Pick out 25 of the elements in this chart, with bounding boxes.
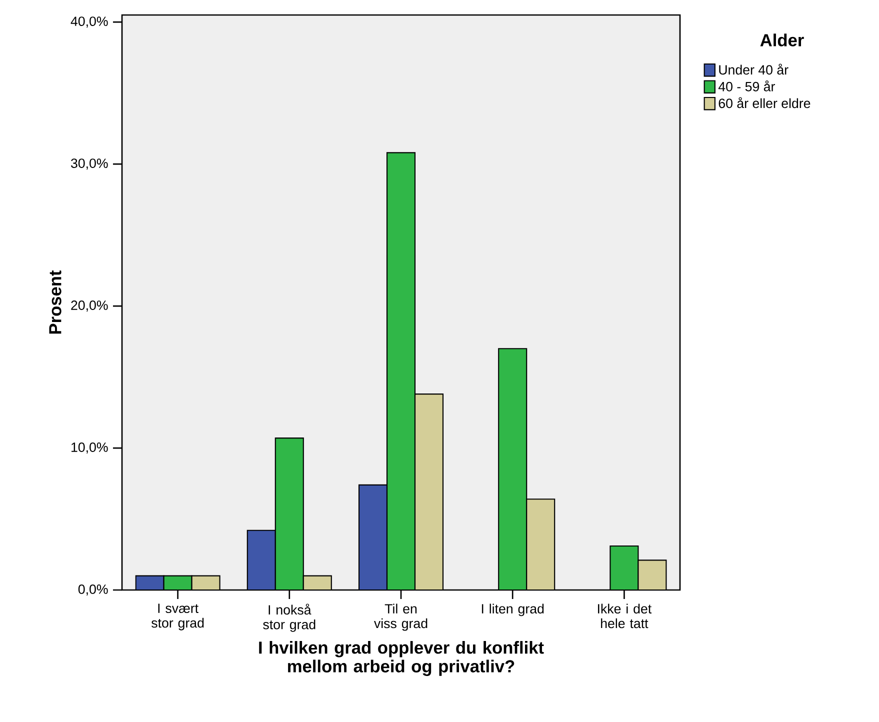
legend-label: 40 - 59 år: [718, 80, 775, 92]
x-tick-label: Ikke i det hele tatt: [598, 604, 652, 628]
bar: [415, 394, 443, 590]
y-axis-title: Prosent: [49, 270, 62, 334]
x-tick-label: I nokså stor grad: [263, 604, 316, 632]
x-tick-label: Til en viss grad: [374, 604, 428, 631]
bar: [638, 560, 667, 590]
x-tick-label: I liten grad: [482, 604, 544, 616]
bar: [275, 438, 304, 590]
bar: [359, 484, 387, 590]
y-tick-label: 30,0%: [70, 158, 108, 170]
legend-label: Under 40 år: [719, 64, 788, 75]
bar: [247, 530, 276, 590]
y-tick-label: 40,0%: [70, 16, 108, 28]
x-tick-label: I svært stor grad: [152, 604, 204, 630]
bar: [610, 545, 639, 590]
y-tick-label: 0,0%: [78, 584, 108, 596]
x-axis-title: I hvilken grad opplever du konflikt mellom arbeid og privatliv?: [259, 641, 544, 676]
y-tick-label: 10,0%: [72, 442, 108, 454]
bar: [387, 152, 415, 590]
bar: [498, 348, 527, 590]
legend-title: Alder: [760, 34, 804, 46]
y-tick-label: 20,0%: [71, 300, 108, 312]
bar: [526, 499, 555, 590]
legend-label: 60 år eller eldre: [718, 97, 810, 108]
